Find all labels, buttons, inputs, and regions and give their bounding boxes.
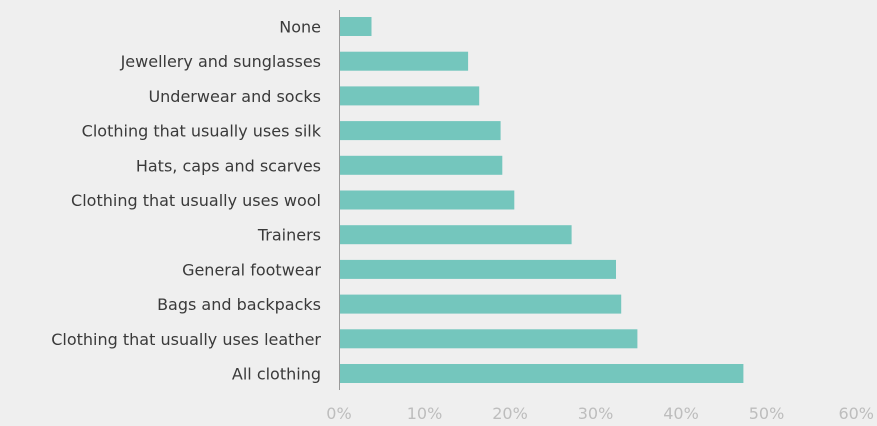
bars-group bbox=[340, 17, 744, 383]
bar bbox=[340, 86, 480, 106]
category-label: Clothing that usually uses leather bbox=[51, 330, 321, 349]
category-label: Trainers bbox=[257, 226, 321, 245]
category-label: General footwear bbox=[182, 260, 321, 279]
category-label: Jewellery and sunglasses bbox=[120, 52, 321, 71]
x-tick-label: 10% bbox=[407, 404, 443, 423]
category-label: Hats, caps and scarves bbox=[136, 156, 321, 175]
category-label: Bags and backpacks bbox=[157, 295, 321, 314]
bar bbox=[340, 225, 572, 245]
category-label: Underwear and socks bbox=[148, 87, 321, 106]
bar bbox=[340, 190, 515, 210]
category-label: Clothing that usually uses silk bbox=[82, 122, 322, 141]
x-tick-label: 60% bbox=[838, 404, 874, 423]
x-tick-label: 20% bbox=[492, 404, 528, 423]
bar bbox=[340, 259, 616, 279]
bar bbox=[340, 121, 501, 141]
x-tick-label: 30% bbox=[578, 404, 614, 423]
category-label: None bbox=[279, 18, 321, 37]
x-tick-labels: 0% 10% 20% 30% 40% 50% 60% bbox=[326, 404, 874, 423]
bar bbox=[340, 17, 372, 36]
bar bbox=[340, 155, 503, 175]
x-tick-label: 40% bbox=[663, 404, 699, 423]
x-tick-label: 0% bbox=[326, 404, 351, 423]
x-tick-label: 50% bbox=[749, 404, 785, 423]
bar bbox=[340, 329, 638, 349]
category-labels: None Jewellery and sunglasses Underwear an… bbox=[51, 18, 322, 384]
category-label: All clothing bbox=[232, 365, 321, 384]
bar bbox=[340, 294, 622, 314]
bar bbox=[340, 51, 469, 71]
category-label: Clothing that usually uses wool bbox=[71, 191, 321, 210]
bar bbox=[340, 364, 744, 383]
